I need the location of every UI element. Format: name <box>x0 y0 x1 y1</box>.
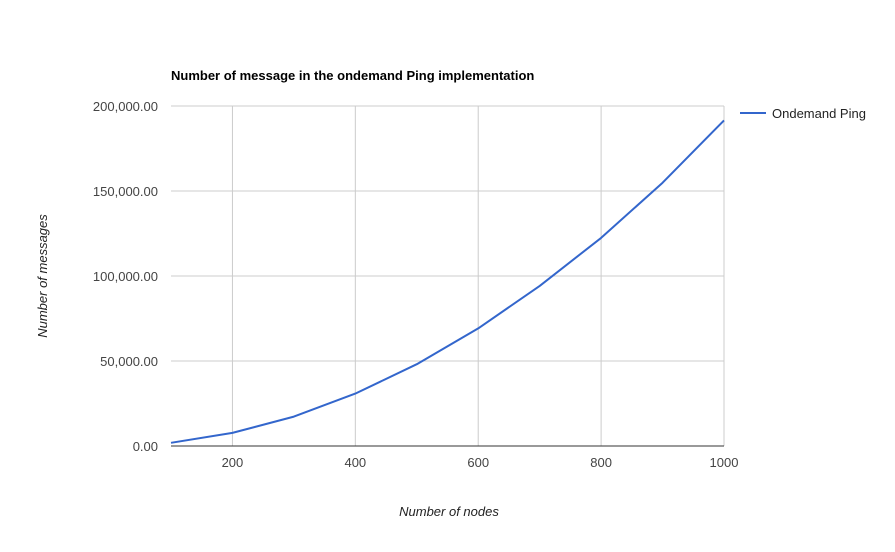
y-tick-label: 0.00 <box>133 439 158 454</box>
x-tick-label: 800 <box>590 455 612 470</box>
x-axis-title: Number of nodes <box>399 504 499 519</box>
legend: Ondemand Ping <box>740 106 866 121</box>
y-tick-label: 50,000.00 <box>100 354 158 369</box>
series-group <box>170 119 725 444</box>
y-tick-label: 200,000.00 <box>93 99 158 114</box>
series-line-ondemand-ping <box>170 119 725 444</box>
y-axis-ticks: 0.00 50,000.00 100,000.00 150,000.00 200,000… <box>93 99 158 454</box>
x-tick-label: 1000 <box>710 455 739 470</box>
y-axis-title: Number of messages <box>35 214 50 338</box>
legend-label: Ondemand Ping <box>772 106 866 121</box>
x-axis-ticks: 200 400 600 800 1000 <box>222 455 739 470</box>
x-tick-label: 200 <box>222 455 244 470</box>
x-tick-label: 400 <box>344 455 366 470</box>
gridlines <box>171 105 725 446</box>
x-tick-label: 600 <box>467 455 489 470</box>
chart-title: Number of message in the ondemand Ping i… <box>171 68 534 83</box>
y-tick-label: 100,000.00 <box>93 269 158 284</box>
y-tick-label: 150,000.00 <box>93 184 158 199</box>
